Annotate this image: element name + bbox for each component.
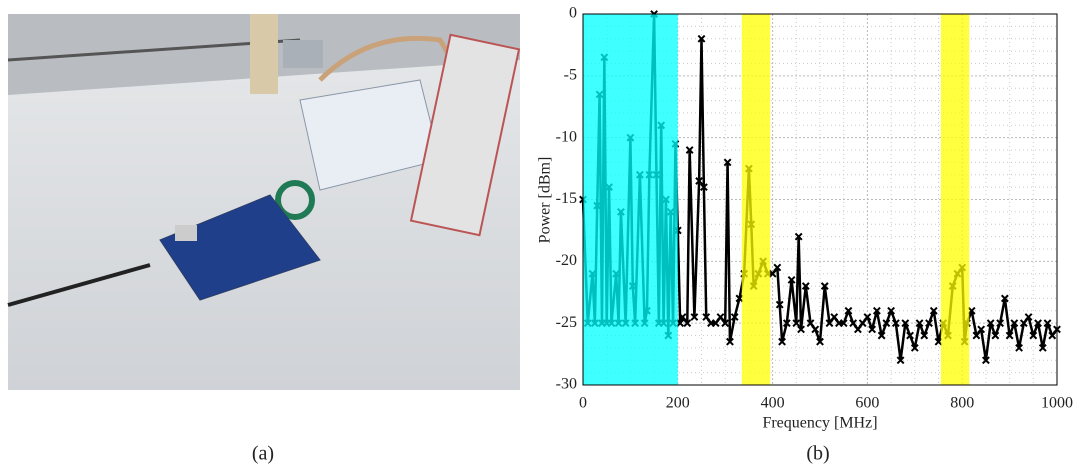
data-point <box>697 34 706 43</box>
data-point <box>797 325 805 334</box>
photo <box>7 14 521 390</box>
data-point <box>901 319 910 328</box>
data-point <box>676 319 685 328</box>
data-point <box>1019 319 1028 328</box>
data-point <box>1034 319 1042 328</box>
x-tick-label: 600 <box>855 395 879 412</box>
data-point <box>1010 319 1019 328</box>
data-point <box>775 300 784 309</box>
data-point <box>820 282 829 290</box>
data-point <box>816 337 824 346</box>
x-tick-label: 200 <box>666 395 690 412</box>
data-point <box>915 319 924 328</box>
axes-frame <box>582 13 1058 386</box>
data-point <box>735 294 744 303</box>
data-point <box>794 232 803 241</box>
highlight-band <box>741 14 771 385</box>
data-point <box>839 319 848 328</box>
data-point <box>934 337 943 346</box>
data-point <box>1000 294 1009 303</box>
data-point <box>849 319 858 328</box>
data-point <box>825 319 834 328</box>
data-point <box>858 319 867 328</box>
y-axis-label: Power [dBm] <box>537 157 554 244</box>
data-point <box>721 319 730 328</box>
data-point <box>872 306 881 315</box>
y-tick-label: -10 <box>556 128 577 145</box>
data-point <box>787 275 796 284</box>
data-point <box>977 325 986 334</box>
data-point <box>801 282 810 290</box>
data-point <box>991 331 1000 340</box>
data-point <box>882 319 891 328</box>
data-point <box>716 313 725 321</box>
data-point <box>699 183 708 192</box>
data-point <box>863 313 872 321</box>
data-point <box>806 319 815 328</box>
data-point <box>730 313 739 321</box>
data-point <box>792 319 801 328</box>
data-point <box>1015 343 1023 352</box>
data-point <box>868 325 877 334</box>
x-tick-label: 400 <box>761 395 785 412</box>
data-point <box>782 319 791 328</box>
data-point <box>773 263 782 272</box>
x-tick-label: 0 <box>579 395 587 412</box>
data-point <box>929 306 938 315</box>
data-point <box>690 313 699 321</box>
data-point <box>726 337 734 346</box>
y-tick-label: -30 <box>556 376 577 393</box>
caption: (a) <box>252 443 274 465</box>
data-point <box>896 356 905 365</box>
highlight-band <box>940 14 970 385</box>
data-point <box>678 313 687 321</box>
data-point <box>830 313 839 321</box>
y-tick-label: -20 <box>556 252 577 269</box>
data-point <box>811 325 820 334</box>
data-point <box>1005 331 1014 340</box>
data-point <box>854 325 862 334</box>
data-point <box>906 331 914 340</box>
data-point <box>967 306 976 315</box>
y-tick-label: -5 <box>564 67 577 84</box>
data-point <box>920 331 929 340</box>
x-tick-label: 1000 <box>1041 395 1073 412</box>
x-axis-label: Frequency [MHz] <box>762 415 877 432</box>
highlight-band <box>583 14 678 385</box>
data-point <box>723 158 732 167</box>
data-point <box>1029 331 1038 340</box>
data-point <box>1043 319 1052 328</box>
y-tick-label: -15 <box>556 190 577 207</box>
data-point <box>925 319 933 328</box>
x-tick-label: 800 <box>950 395 974 412</box>
data-point <box>887 306 896 315</box>
data-point <box>972 331 981 340</box>
data-point <box>996 319 1005 328</box>
data-point <box>986 319 995 328</box>
data-point <box>695 177 704 185</box>
y-tick-label: -25 <box>556 314 577 331</box>
data-point <box>877 331 886 340</box>
data-point <box>891 319 900 328</box>
data-point <box>778 337 786 346</box>
data-point <box>685 146 694 154</box>
data-point <box>1048 331 1057 340</box>
data-point <box>711 319 720 328</box>
caption: (b) <box>806 443 829 465</box>
data-point <box>910 343 919 352</box>
data-point <box>768 269 777 278</box>
data-point <box>683 319 692 328</box>
data-point <box>1024 313 1033 321</box>
data-point <box>1038 343 1047 352</box>
data-point <box>844 306 853 315</box>
y-tick-label: 0 <box>569 5 577 22</box>
data-point <box>702 313 711 321</box>
data-point <box>981 356 990 365</box>
